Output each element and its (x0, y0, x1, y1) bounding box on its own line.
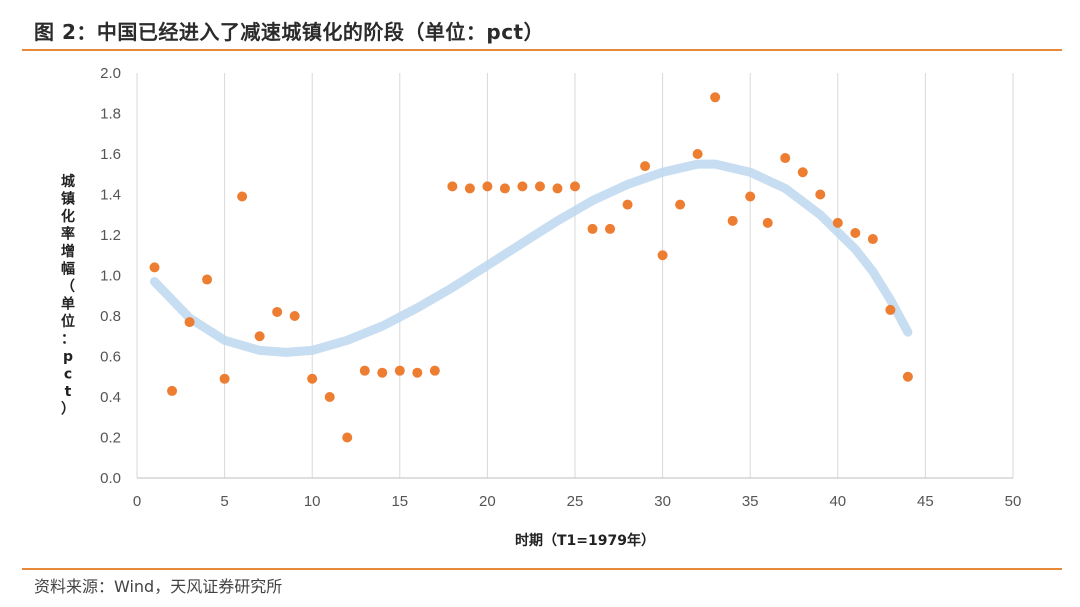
scatter-chart: 0 5 10 15 20 25 30 35 40 45 50 0.0 0.2 0.4 0.6 0.8 1.0 1.… (61, 65, 1022, 549)
data-point (885, 304, 896, 315)
x-tick-label: 5 (220, 493, 228, 510)
data-point (499, 183, 510, 194)
y-axis-title: 城镇化率增幅（单位： p c t） (61, 173, 75, 418)
x-tick-label: 25 (567, 493, 584, 510)
data-point (797, 167, 808, 178)
data-point (289, 311, 300, 321)
trend-line (150, 159, 913, 357)
data-point (167, 385, 178, 396)
data-point (762, 217, 773, 228)
data-point (464, 183, 475, 194)
data-point (902, 371, 913, 382)
y-tick-label: 0.0 (100, 470, 121, 487)
y-tick-label: 0.2 (100, 430, 121, 447)
data-point (832, 217, 843, 228)
x-tick-label: 40 (829, 493, 846, 510)
data-point (149, 262, 160, 273)
x-tick-label: 10 (304, 493, 321, 510)
data-point (482, 181, 493, 192)
data-point (850, 227, 861, 238)
data-point (429, 365, 440, 376)
data-point (394, 365, 405, 376)
x-tick-label: 45 (917, 493, 934, 510)
source-note: 资料来源：Wind，天风证券研究所 (34, 577, 283, 596)
data-point (307, 373, 318, 384)
data-point (202, 274, 213, 285)
data-point (254, 331, 265, 342)
data-point (342, 432, 353, 443)
y-tick-label: 0.4 (100, 389, 121, 406)
data-point (447, 181, 458, 192)
data-point (605, 223, 616, 234)
x-tick-label: 20 (479, 493, 496, 510)
x-tick-label: 35 (742, 493, 759, 510)
y-tick-label: 1.0 (100, 268, 121, 285)
data-point (184, 317, 195, 328)
data-point (815, 189, 826, 200)
data-point (710, 92, 721, 103)
figure-title: 图 2：中国已经进入了减速城镇化的阶段（单位：pct） (34, 20, 545, 44)
data-point (587, 223, 598, 234)
data-point (219, 373, 230, 384)
y-tick-label: 1.6 (100, 146, 121, 163)
x-tick-label: 50 (1005, 493, 1022, 510)
y-tick-label: 1.8 (100, 106, 121, 123)
data-point (867, 234, 878, 245)
data-point (412, 367, 423, 378)
y-tick-label: 1.4 (100, 187, 121, 204)
y-tick-label: 2.0 (100, 65, 121, 82)
data-point (745, 191, 756, 202)
data-point (727, 215, 738, 226)
data-point (324, 392, 335, 402)
data-point (552, 183, 563, 194)
x-axis-title: 时期（T1=1979年） (515, 532, 655, 549)
data-point (534, 181, 545, 192)
footer-divider (22, 568, 1062, 570)
data-point (780, 153, 791, 164)
y-tick-label: 0.8 (100, 308, 121, 325)
x-tick-label: 0 (133, 493, 141, 510)
y-tick-label: 0.6 (100, 349, 121, 366)
data-point (570, 181, 580, 192)
data-point (640, 161, 651, 172)
x-tick-label: 30 (654, 493, 671, 510)
y-tick-label: 1.2 (100, 227, 121, 244)
x-tick-label: 15 (391, 493, 408, 510)
data-point (675, 199, 686, 210)
data-point (622, 199, 633, 210)
data-point (359, 365, 370, 376)
data-point (657, 250, 668, 261)
title-divider (22, 49, 1062, 51)
data-point (517, 181, 528, 192)
data-point (692, 149, 703, 159)
data-point (237, 191, 248, 202)
data-point (272, 306, 283, 317)
data-point (377, 367, 388, 378)
